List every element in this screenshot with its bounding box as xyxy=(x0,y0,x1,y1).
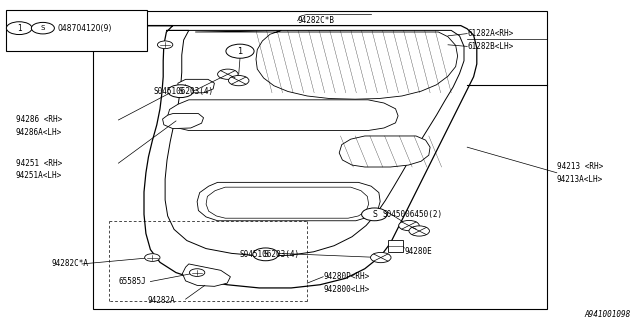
Circle shape xyxy=(31,22,54,34)
Text: S: S xyxy=(178,87,183,96)
Polygon shape xyxy=(163,114,204,129)
Text: 1: 1 xyxy=(237,47,243,56)
Text: 94213A<LH>: 94213A<LH> xyxy=(557,175,603,184)
Text: S: S xyxy=(263,250,268,259)
Circle shape xyxy=(228,76,249,86)
Text: 94286 <RH>: 94286 <RH> xyxy=(16,116,62,124)
Text: S045106203(4): S045106203(4) xyxy=(154,87,214,96)
Text: 94282C*B: 94282C*B xyxy=(298,16,335,25)
Circle shape xyxy=(362,208,387,221)
Polygon shape xyxy=(168,100,398,131)
Text: 94286A<LH>: 94286A<LH> xyxy=(16,128,62,137)
Text: A941001098: A941001098 xyxy=(584,310,630,319)
Text: 048704120(9): 048704120(9) xyxy=(58,24,112,33)
Circle shape xyxy=(6,22,32,35)
Text: 94251 <RH>: 94251 <RH> xyxy=(16,159,62,168)
Text: S: S xyxy=(372,210,377,219)
Text: 94280E: 94280E xyxy=(404,247,432,256)
Text: 94280P<RH>: 94280P<RH> xyxy=(323,272,369,281)
Polygon shape xyxy=(178,79,214,93)
Text: 94282C*A: 94282C*A xyxy=(51,260,88,268)
FancyBboxPatch shape xyxy=(388,240,403,252)
Circle shape xyxy=(145,254,160,261)
Circle shape xyxy=(218,69,238,79)
Circle shape xyxy=(168,85,193,98)
Text: 1: 1 xyxy=(17,24,22,33)
Polygon shape xyxy=(182,264,230,286)
Polygon shape xyxy=(138,26,477,288)
Polygon shape xyxy=(195,30,458,99)
FancyBboxPatch shape xyxy=(6,10,147,51)
Text: 94213 <RH>: 94213 <RH> xyxy=(557,162,603,171)
Circle shape xyxy=(226,44,254,58)
Circle shape xyxy=(253,248,278,261)
Circle shape xyxy=(189,269,205,276)
Text: 61282A<RH>: 61282A<RH> xyxy=(467,29,513,38)
Polygon shape xyxy=(206,187,369,218)
Text: 942800<LH>: 942800<LH> xyxy=(323,285,369,294)
Text: S045006450(2): S045006450(2) xyxy=(383,210,443,219)
Text: S: S xyxy=(41,25,45,31)
Text: 65585J: 65585J xyxy=(118,277,146,286)
Circle shape xyxy=(409,226,429,236)
Circle shape xyxy=(399,220,419,231)
Text: 61282B<LH>: 61282B<LH> xyxy=(467,42,513,51)
Circle shape xyxy=(157,41,173,49)
Text: S045106203(4): S045106203(4) xyxy=(240,250,300,259)
Polygon shape xyxy=(339,136,430,167)
Circle shape xyxy=(371,252,391,263)
Text: 94282A: 94282A xyxy=(147,296,175,305)
Text: 94251A<LH>: 94251A<LH> xyxy=(16,172,62,180)
Polygon shape xyxy=(197,182,380,221)
Polygon shape xyxy=(165,30,464,256)
